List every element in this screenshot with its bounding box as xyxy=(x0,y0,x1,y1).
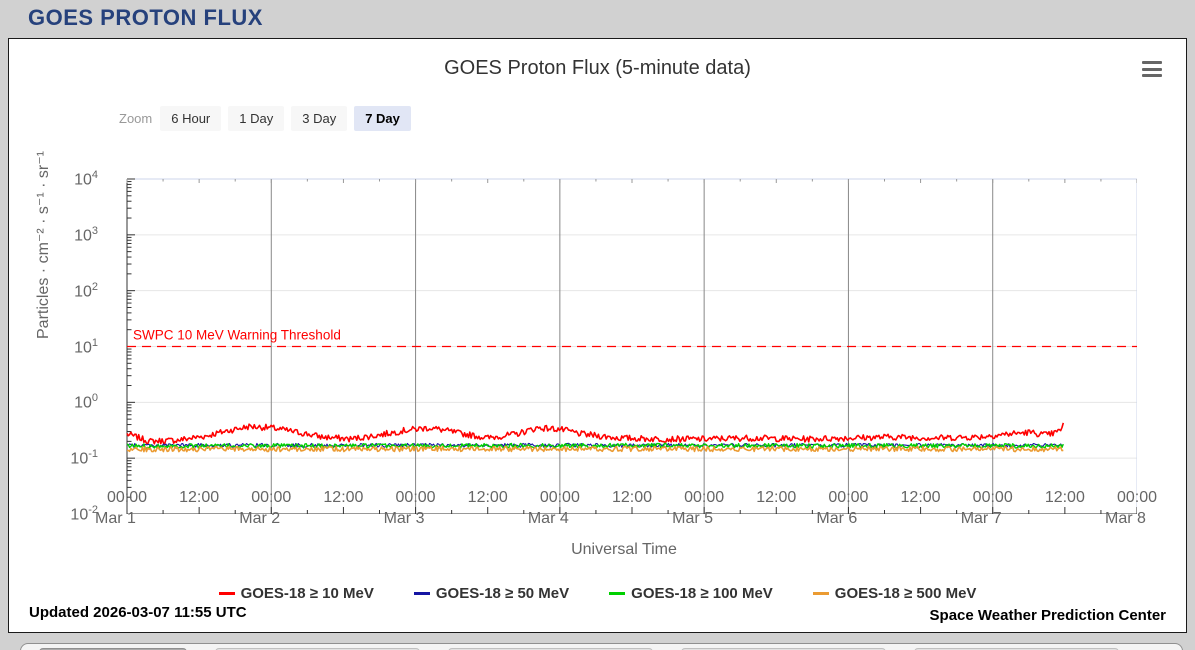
legend-swatch-orange xyxy=(812,592,829,595)
legend-item-100mev[interactable]: GOES-18 ≥ 100 MeV xyxy=(609,585,773,602)
x-tick-label: 00:00 Mar 1 xyxy=(95,489,148,527)
chart-panel: GOES Proton Flux (5-minute data) Zoom 6 … xyxy=(8,38,1187,633)
y-tick-label: 104 xyxy=(74,169,98,189)
y-tick-label: 103 xyxy=(74,224,98,245)
zoom-button-6hour[interactable]: 6 Hour xyxy=(160,105,222,131)
y-tick-label: 102 xyxy=(74,280,98,300)
legend-label: GOES-18 ≥ 50 MeV xyxy=(435,585,570,602)
legend-swatch-blue xyxy=(413,592,430,595)
y-axis-title: Particles · cm⁻² · s⁻¹ · sr⁻¹ xyxy=(35,151,52,339)
x-tick-label: 00:00 Mar 3 xyxy=(383,489,436,527)
x-tick-label: 00:00 Mar 4 xyxy=(527,489,580,527)
x-tick-label: 12:00 xyxy=(1044,489,1085,506)
x-tick-label: 00:00 Mar 2 xyxy=(239,489,292,527)
x-tick-label: 12:00 xyxy=(179,489,220,506)
legend-item-500mev[interactable]: GOES-18 ≥ 500 MeV xyxy=(812,585,977,602)
x-tick-label: 00:00 Mar 7 xyxy=(960,489,1013,527)
legend-item-50mev[interactable]: GOES-18 ≥ 50 MeV xyxy=(413,585,570,602)
legend-swatch-red xyxy=(218,592,235,595)
y-tick-label: 100 xyxy=(74,392,98,412)
plot-area[interactable]: SWPC 10 MeV Warning Threshold xyxy=(119,141,1138,519)
hamburger-menu-icon[interactable] xyxy=(1142,61,1162,77)
bottom-panel xyxy=(20,643,1183,650)
x-tick-label: 12:00 xyxy=(323,489,364,506)
credit-text: Space Weather Prediction Center xyxy=(929,607,1166,624)
svg-text:SWPC 10 MeV Warning Threshold: SWPC 10 MeV Warning Threshold xyxy=(133,328,341,343)
legend-label: GOES-18 ≥ 100 MeV xyxy=(631,585,773,602)
zoom-button-3day[interactable]: 3 Day xyxy=(291,105,348,131)
y-tick-label: 10-1 xyxy=(70,448,98,468)
legend-label: GOES-18 ≥ 500 MeV xyxy=(834,585,977,602)
updated-timestamp: Updated 2026-03-07 11:55 UTC xyxy=(29,604,247,621)
zoom-button-1day[interactable]: 1 Day xyxy=(228,105,285,131)
chart-title: GOES Proton Flux (5-minute data) xyxy=(444,57,751,79)
chart-legend: GOES-18 ≥ 10 MeV GOES-18 ≥ 50 MeV GOES-1… xyxy=(9,585,1186,602)
x-tick-label: 00:00 Mar 5 xyxy=(672,489,725,527)
zoom-label: Zoom xyxy=(119,110,153,126)
proton-flux-plot[interactable]: SWPC 10 MeV Warning Threshold xyxy=(119,141,1138,515)
x-tick-label: 12:00 xyxy=(611,489,653,506)
zoom-controls: Zoom 6 Hour 1 Day 3 Day 7 Day xyxy=(119,105,418,131)
legend-item-10mev[interactable]: GOES-18 ≥ 10 MeV xyxy=(218,585,374,602)
legend-label: GOES-18 ≥ 10 MeV xyxy=(240,585,374,602)
x-tick-label: 00:00 Mar 8 xyxy=(1105,489,1158,527)
page-title: GOES PROTON FLUX xyxy=(28,5,263,30)
y-tick-label: 101 xyxy=(74,336,98,356)
x-tick-label: 12:00 xyxy=(900,489,941,506)
x-axis-title: Universal Time xyxy=(571,541,677,558)
zoom-button-7day[interactable]: 7 Day xyxy=(354,105,411,131)
y-tick-label: 10-2 xyxy=(70,504,98,524)
legend-swatch-green xyxy=(609,592,626,595)
x-tick-label: 12:00 xyxy=(756,489,797,506)
x-tick-label: 12:00 xyxy=(467,489,508,506)
x-tick-label: 00:00 Mar 6 xyxy=(816,489,869,527)
